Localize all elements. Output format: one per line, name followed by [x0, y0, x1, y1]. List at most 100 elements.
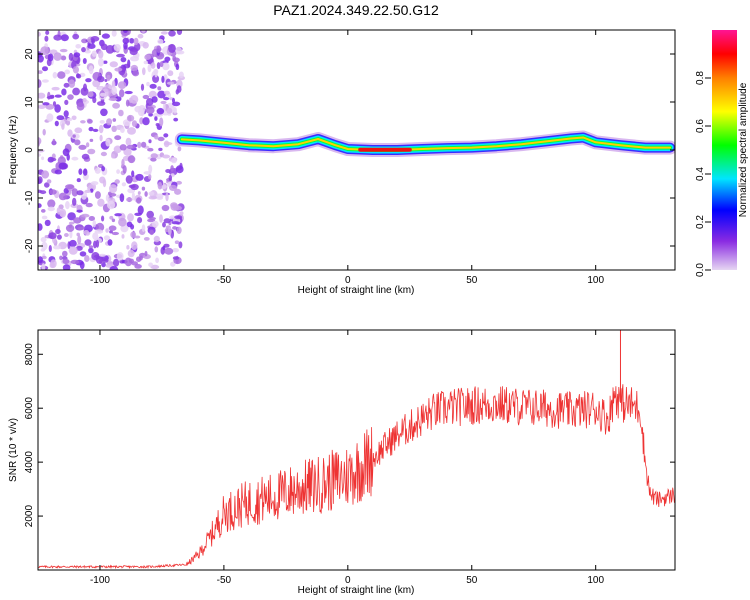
- noise-speckle: [68, 79, 76, 88]
- noise-speckle: [109, 230, 113, 234]
- spectrogram-y-tick-label: 0: [24, 147, 35, 153]
- noise-speckle: [127, 213, 134, 222]
- noise-speckle: [38, 203, 42, 208]
- noise-speckle: [50, 259, 57, 268]
- noise-speckle: [53, 34, 62, 41]
- noise-speckle: [129, 48, 138, 56]
- noise-speckle: [173, 205, 182, 211]
- noise-speckle: [154, 70, 158, 78]
- noise-speckle: [119, 193, 125, 203]
- noise-speckle: [108, 225, 117, 231]
- spectrogram-x-tick-label: 0: [345, 275, 351, 286]
- noise-speckle: [171, 221, 180, 225]
- noise-speckle: [38, 54, 44, 63]
- figure-title: PAZ1.2024.349.22.50.G12: [273, 2, 439, 18]
- noise-speckle: [94, 167, 101, 174]
- noise-speckle: [119, 144, 127, 151]
- noise-speckle: [168, 226, 172, 236]
- noise-speckle: [47, 206, 55, 212]
- noise-speckle: [178, 71, 184, 79]
- noise-speckle: [163, 142, 173, 146]
- noise-speckle: [68, 246, 78, 255]
- noise-speckle: [172, 226, 178, 230]
- noise-speckle: [162, 62, 170, 71]
- noise-speckle: [175, 63, 180, 70]
- noise-speckle: [84, 49, 91, 54]
- noise-speckle: [114, 213, 122, 217]
- snr-y-tick-label: 6000: [24, 397, 35, 420]
- noise-speckle: [61, 88, 67, 96]
- noise-speckle: [71, 156, 79, 161]
- noise-speckle: [47, 53, 54, 62]
- noise-speckle: [92, 220, 97, 228]
- noise-speckle: [41, 79, 49, 83]
- colorbar-gradient: [712, 30, 737, 270]
- noise-speckle: [66, 117, 73, 122]
- noise-speckle: [94, 229, 104, 234]
- noise-speckle: [156, 45, 162, 53]
- noise-speckle: [103, 235, 110, 241]
- noise-speckle: [105, 45, 115, 54]
- noise-speckle: [95, 222, 105, 232]
- noise-speckle: [87, 119, 93, 124]
- noise-speckle: [91, 50, 97, 57]
- noise-speckle: [175, 165, 184, 174]
- noise-speckle: [168, 30, 176, 37]
- noise-speckle: [142, 117, 150, 126]
- noise-speckle: [120, 57, 127, 63]
- noise-speckle: [72, 134, 76, 138]
- noise-speckle: [157, 86, 162, 91]
- spectrogram-y-tick-label: -10: [24, 190, 35, 205]
- noise-speckle: [154, 246, 159, 253]
- noise-speckle: [38, 137, 42, 145]
- noise-speckle: [61, 123, 65, 130]
- noise-speckle: [76, 209, 83, 213]
- noise-speckle: [60, 34, 69, 42]
- noise-speckle: [64, 69, 71, 75]
- noise-speckle: [159, 214, 163, 223]
- noise-speckle: [156, 62, 161, 70]
- noise-speckle: [100, 151, 107, 157]
- noise-speckle: [161, 204, 170, 212]
- noise-speckle: [44, 235, 48, 238]
- noise-speckle: [157, 181, 163, 190]
- noise-speckle: [88, 216, 96, 221]
- noise-speckle: [174, 188, 182, 195]
- noise-speckle: [157, 136, 165, 142]
- noise-speckle: [148, 262, 154, 267]
- noise-speckle: [152, 74, 160, 83]
- noise-speckle: [113, 145, 122, 154]
- noise-speckle: [120, 224, 129, 233]
- noise-speckle: [90, 36, 100, 42]
- noise-speckle: [173, 107, 178, 114]
- noise-speckle: [176, 30, 183, 35]
- noise-speckle: [111, 231, 119, 236]
- noise-speckle: [74, 127, 83, 134]
- noise-speckle: [109, 266, 119, 270]
- noise-speckle: [73, 52, 81, 58]
- noise-speckle: [101, 215, 105, 222]
- noise-speckle: [63, 82, 70, 88]
- noise-speckle: [111, 30, 117, 37]
- noise-speckle: [89, 138, 94, 142]
- noise-speckle: [52, 245, 62, 250]
- noise-speckle: [88, 247, 94, 254]
- noise-speckle: [52, 71, 58, 79]
- noise-speckle: [123, 42, 128, 50]
- noise-speckle: [137, 205, 144, 215]
- spectrogram-y-tick-label: 20: [24, 48, 35, 60]
- noise-speckle: [98, 124, 104, 134]
- noise-speckle: [116, 53, 125, 58]
- noise-speckle: [65, 184, 75, 190]
- noise-speckle: [137, 217, 143, 224]
- noise-speckle: [146, 81, 150, 87]
- noise-speckle: [120, 127, 125, 133]
- noise-speckle: [41, 209, 46, 213]
- noise-speckle: [178, 241, 183, 249]
- noise-speckle: [106, 74, 111, 82]
- noise-speckle: [121, 182, 127, 187]
- noise-speckle: [176, 180, 182, 185]
- noise-speckle: [105, 194, 110, 202]
- noise-speckle: [138, 109, 145, 117]
- noise-speckle: [76, 73, 82, 79]
